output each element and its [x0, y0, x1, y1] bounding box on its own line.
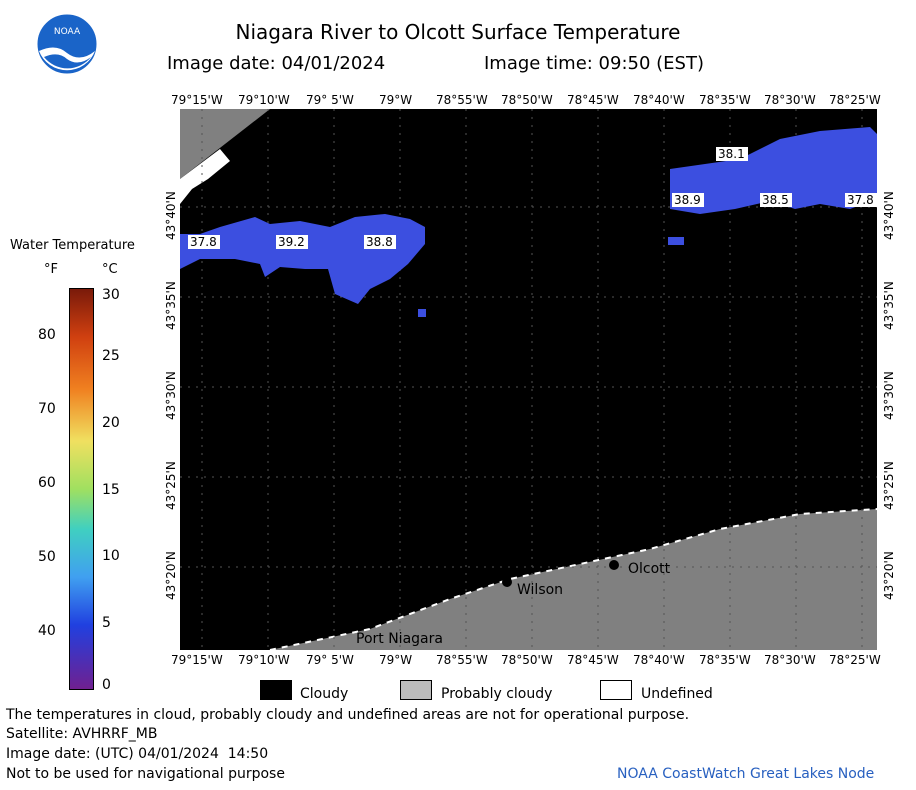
lat-label: 43°20'N [164, 551, 178, 600]
temp-label: 38.5 [762, 193, 789, 207]
temp-label: 37.8 [190, 235, 217, 249]
place-port-niagara: Port Niagara [356, 631, 443, 647]
lat-label: 43°35'N [882, 281, 896, 330]
temp-label: 38.8 [366, 235, 393, 249]
unit-c: °C [102, 262, 118, 277]
wilson-marker [502, 577, 512, 587]
lon-label: 78°45'W [567, 653, 619, 667]
temp-label: 39.2 [278, 235, 305, 249]
lon-label: 78°45'W [567, 93, 619, 107]
lat-label: 43°40'N [882, 191, 896, 240]
temperature-labels: 37.8 39.2 38.8 38.1 38.9 38.5 37.8 [188, 147, 877, 249]
lon-label: 78°30'W [764, 93, 816, 107]
noaa-logo-text: NOAA [54, 27, 81, 37]
water-area [180, 214, 425, 304]
lon-label: 79°10'W [238, 653, 290, 667]
legend-undefined: Undefined [641, 686, 713, 702]
c-tick: 25 [102, 348, 120, 364]
undefined-area [180, 149, 230, 204]
map-canvas: 37.8 39.2 38.8 38.1 38.9 38.5 37.8 Olcot… [180, 109, 877, 650]
c-tick: 5 [102, 615, 111, 631]
lat-label: 43°25'N [882, 461, 896, 510]
lon-label: 78°55'W [436, 93, 488, 107]
water-area [418, 309, 426, 317]
c-tick: 0 [102, 677, 111, 693]
colorbar [69, 288, 94, 690]
c-tick: 10 [102, 548, 120, 564]
lat-label: 43°30'N [164, 371, 178, 420]
water-area [668, 237, 684, 245]
land-area [270, 509, 877, 650]
legend-swatch-cloudy [260, 680, 292, 700]
satellite: Satellite: AVHRRF_MB [6, 726, 158, 742]
place-wilson: Wilson [517, 582, 563, 598]
lon-label: 79°W [379, 653, 413, 667]
temp-label: 38.1 [718, 147, 745, 161]
legend-cloudy: Cloudy [300, 686, 349, 702]
lon-label: 78°40'W [633, 653, 685, 667]
f-tick: 70 [38, 401, 56, 417]
legend-swatch-probably-cloudy [400, 680, 432, 700]
c-tick: 15 [102, 482, 120, 498]
lat-label: 43°20'N [882, 551, 896, 600]
shoreline [269, 508, 877, 650]
lon-label: 78°50'W [501, 653, 553, 667]
image-time: Image time: 09:50 (EST) [484, 53, 704, 74]
f-tick: 60 [38, 475, 56, 491]
lon-label: 78°35'W [699, 93, 751, 107]
lon-label: 79°10'W [238, 93, 290, 107]
disclaimer: The temperatures in cloud, probably clou… [6, 707, 690, 723]
lon-label: 79° 5'W [306, 93, 354, 107]
f-tick: 80 [38, 327, 56, 343]
image-date: Image date: 04/01/2024 [167, 53, 386, 74]
lon-label: 78°25'W [829, 653, 881, 667]
f-tick: 40 [38, 623, 56, 639]
lon-label: 78°30'W [764, 653, 816, 667]
credit: NOAA CoastWatch Great Lakes Node [617, 766, 875, 782]
lon-label: 78°55'W [436, 653, 488, 667]
noaa-logo: NOAA [36, 13, 98, 75]
colorbar-title: Water Temperature [10, 238, 135, 253]
lon-label: 78°40'W [633, 93, 685, 107]
nav-warning: Not to be used for navigational purpose [6, 766, 285, 782]
f-tick: 50 [38, 549, 56, 565]
temp-label: 37.8 [847, 193, 874, 207]
lat-label: 43°35'N [164, 281, 178, 330]
c-tick: 20 [102, 415, 120, 431]
lon-label: 79°15'W [171, 653, 223, 667]
page-title: Niagara River to Olcott Surface Temperat… [235, 20, 681, 44]
unit-f: °F [44, 262, 58, 277]
lon-label: 79°15'W [171, 93, 223, 107]
lat-label: 43°40'N [164, 191, 178, 240]
olcott-marker [609, 560, 619, 570]
lon-label: 78°25'W [829, 93, 881, 107]
lon-label: 79° 5'W [306, 653, 354, 667]
lat-label: 43°30'N [882, 371, 896, 420]
lon-label: 78°35'W [699, 653, 751, 667]
lat-label: 43°25'N [164, 461, 178, 510]
lon-label: 78°50'W [501, 93, 553, 107]
legend-swatch-undefined [600, 680, 632, 700]
place-olcott: Olcott [628, 561, 671, 577]
legend-probably-cloudy: Probably cloudy [441, 686, 553, 702]
c-tick: 30 [102, 287, 120, 303]
temp-label: 38.9 [674, 193, 701, 207]
lon-label: 79°W [379, 93, 413, 107]
utc-date: Image date: (UTC) 04/01/2024 14:50 [6, 746, 269, 762]
water-area [670, 127, 877, 214]
